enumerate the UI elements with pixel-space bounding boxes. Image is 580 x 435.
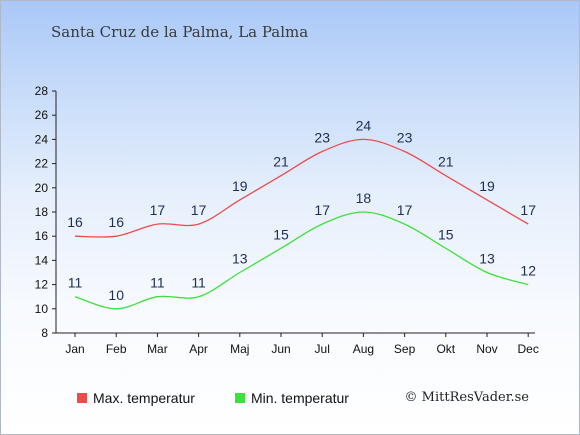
legend-item-max: Max. temperatur [77,390,195,406]
x-tick-label: Apr [189,342,208,356]
x-tick-label: Mar [147,342,168,356]
y-tick-label: 8 [41,326,48,340]
data-label-min: 15 [273,226,289,242]
x-tick-label: Okt [436,342,455,356]
data-label-max: 23 [314,130,330,146]
data-label-min: 10 [108,287,124,303]
y-tick-label: 14 [35,253,49,267]
legend-label-min: Min. temperatur [250,390,349,406]
data-label-min: 11 [191,275,206,291]
data-label-max: 17 [150,202,166,218]
data-label-min: 15 [438,226,454,242]
data-label-min: 18 [356,190,372,206]
legend: Max. temperatur Min. temperatur [77,390,349,406]
data-label-max: 21 [438,154,454,170]
x-tick-label: Jan [65,342,84,356]
x-tick-label: Dec [518,342,539,356]
legend-swatch-min [234,393,245,403]
data-label-max: 24 [356,117,372,133]
x-tick-label: Jun [271,342,290,356]
x-tick-label: Maj [230,342,249,356]
data-label-min: 11 [68,275,83,291]
legend-item-min: Min. temperatur [234,390,349,406]
x-tick-label: Jul [315,342,330,356]
chart-title: Santa Cruz de la Palma, La Palma [51,23,309,41]
data-label-max: 23 [397,130,413,146]
data-label-min: 13 [232,251,248,267]
y-tick-label: 12 [35,278,49,292]
y-tick-label: 22 [35,157,49,171]
site-credit: © MittResVader.se [404,390,529,405]
legend-label-max: Max. temperatur [93,390,195,406]
y-tick-label: 26 [35,108,49,122]
y-tick-label: 20 [35,181,49,195]
data-label-min: 11 [150,275,165,291]
data-label-max: 17 [191,202,207,218]
data-label-min: 17 [314,202,330,218]
data-label-max: 17 [520,202,536,218]
data-label-max: 16 [67,214,83,230]
y-tick-label: 16 [35,229,49,243]
x-tick-label: Feb [106,342,127,356]
x-tick-label: Aug [353,342,374,356]
x-tick-label: Sep [394,342,416,356]
data-label-max: 19 [232,178,248,194]
data-label-max: 21 [273,154,289,170]
data-label-min: 12 [520,263,536,279]
data-label-max: 19 [479,178,495,194]
x-tick-label: Nov [476,342,497,356]
data-label-max: 16 [108,214,124,230]
data-label-min: 17 [397,202,413,218]
series-line-max [74,138,529,238]
y-tick-label: 10 [35,302,49,316]
legend-swatch-max [77,393,87,403]
data-label-min: 13 [479,251,495,267]
y-tick-label: 24 [35,132,49,146]
y-tick-label: 28 [35,84,49,98]
y-tick-label: 18 [35,205,49,219]
series-line-min [74,211,529,310]
